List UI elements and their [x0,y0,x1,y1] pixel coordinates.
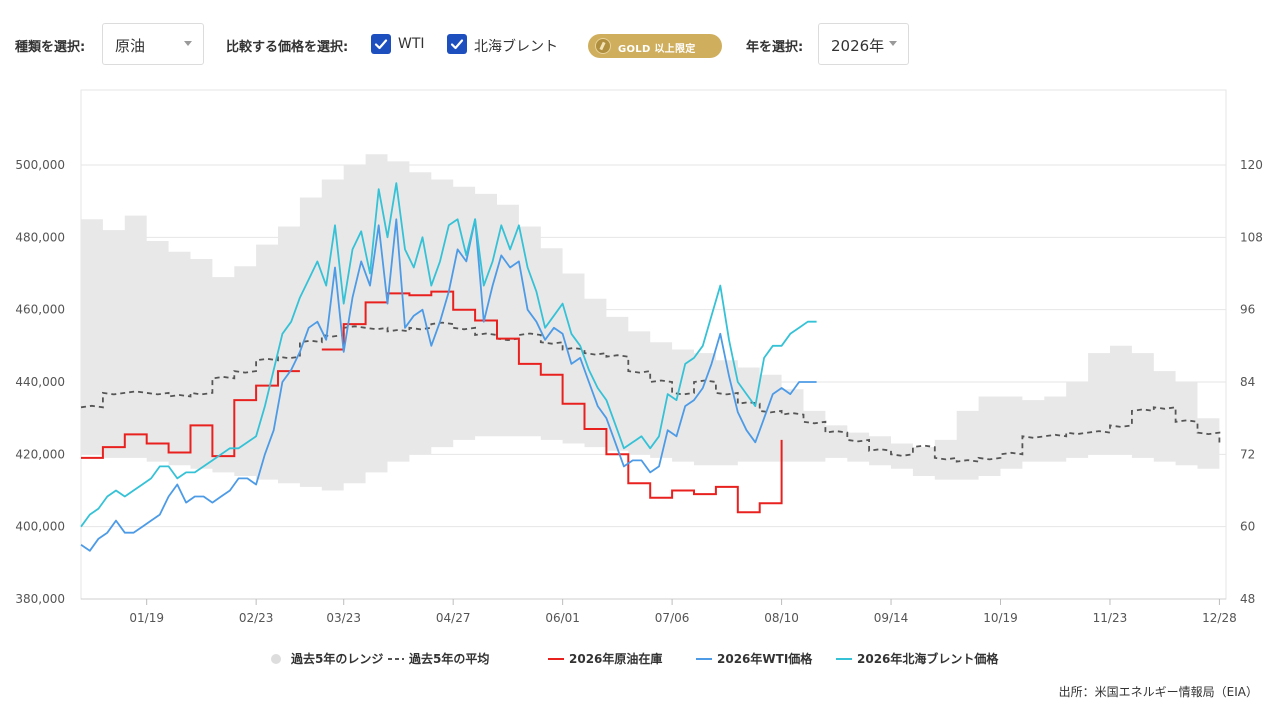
range-band-area [81,154,1220,491]
brent-price-line [80,182,817,528]
x-tick-label: 10/19 [983,611,1018,625]
legend-label: 過去5年のレンジ [291,652,384,666]
y-left-tick-label: 380,000 [15,592,65,606]
year-select-value: 2026年 [831,37,885,55]
legend-swatch [388,658,404,660]
brent-checkbox-label[interactable]: 北海ブレント [474,39,558,55]
chart-legend: 過去5年のレンジ 過去5年の平均 2026年原油在庫 2026年WTI価格 2026年北… [0,640,1280,670]
chevron-down-icon [184,41,192,46]
chevron-down-icon [889,41,897,46]
axes: 380,000 48 400,000 60 420,000 72 440,000 84 460,… [15,158,1263,625]
x-tick-label: 12/28 [1202,611,1237,625]
wti-price-line [80,218,817,552]
year-label: 年を選択: [746,40,804,55]
type-label: 種類を選択: [15,40,86,55]
y-right-tick-label: 96 [1240,303,1255,317]
wti-checkbox[interactable] [371,34,391,54]
gold-badge-label: GOLD 以上限定 [618,44,696,55]
y-right-tick-label: 108 [1240,230,1263,244]
x-tick-label: 07/06 [655,611,690,625]
x-tick-label: 02/23 [239,611,274,625]
y-left-tick-label: 480,000 [15,230,65,244]
gold-badge[interactable]: GOLD 以上限定 [588,34,722,58]
y-left-tick-label: 420,000 [15,447,65,461]
y-left-tick-label: 400,000 [15,520,65,534]
y-left-tick-label: 460,000 [15,303,65,317]
y-right-tick-label: 48 [1240,592,1255,606]
check-icon [374,39,388,50]
x-tick-label: 04/27 [436,611,471,625]
avg-line [80,321,1221,463]
series-layer [80,182,1221,552]
range-band [81,154,1220,491]
legend-swatch [836,658,852,660]
type-select[interactable]: 原油 [102,23,204,65]
legend-label: 2026年WTI価格 [717,652,813,666]
inventory-price-chart: 380,000 48 400,000 60 420,000 72 440,000 84 460,… [15,89,1263,625]
x-tick-label: 03/23 [326,611,361,625]
year-select[interactable]: 2026年 [818,23,909,65]
brent-checkbox[interactable] [447,34,467,54]
x-tick-label: 01/19 [129,611,164,625]
compare-label: 比較する価格を選択: [226,40,349,55]
inventory-line [81,290,783,514]
x-tick-label: 11/23 [1093,611,1128,625]
x-tick-label: 08/10 [764,611,799,625]
legend-label: 2026年原油在庫 [569,652,663,666]
x-tick-label: 09/14 [874,611,909,625]
x-tick-label: 06/01 [545,611,580,625]
legend-swatch [696,658,712,660]
legend-label: 過去5年の平均 [409,652,490,666]
legend-swatch [548,658,564,660]
legend-swatch [271,654,281,664]
y-right-tick-label: 72 [1240,447,1255,461]
y-right-tick-label: 120 [1240,158,1263,172]
legend-label: 2026年北海ブレント価格 [857,652,999,666]
y-right-tick-label: 84 [1240,375,1255,389]
y-left-tick-label: 440,000 [15,375,65,389]
y-left-tick-label: 500,000 [15,158,65,172]
source-note: 出所：米国エネルギー情報局（EIA） [1058,685,1258,699]
type-select-value: 原油 [115,37,146,55]
filter-bar: 種類を選択: 原油 比較する価格を選択: WTI 北海ブレント GOLD 以上限… [0,0,1280,90]
check-icon [450,39,464,50]
y-right-tick-label: 60 [1240,520,1255,534]
wti-checkbox-label[interactable]: WTI [398,36,425,52]
gold-coin-icon [595,38,611,54]
